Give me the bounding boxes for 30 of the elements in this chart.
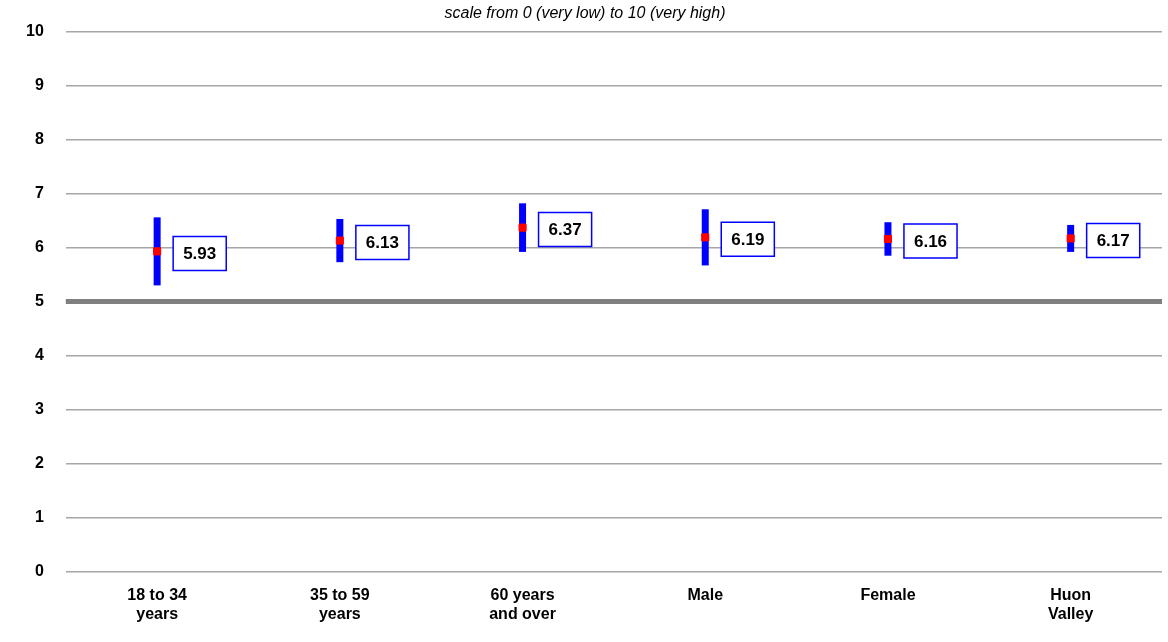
y-tick-label: 9 bbox=[34, 76, 44, 94]
data-label: 6.17 bbox=[1096, 231, 1130, 251]
y-tick-label: 2 bbox=[34, 454, 44, 472]
data-label: 6.16 bbox=[913, 231, 948, 251]
data-label: 6.13 bbox=[365, 233, 399, 253]
y-tick-label: 6 bbox=[34, 238, 44, 256]
x-tick-label: Huon Valley bbox=[1047, 585, 1094, 622]
x-tick-label: Female bbox=[860, 585, 916, 603]
x-tick-label: Male bbox=[687, 585, 724, 603]
point bbox=[335, 236, 344, 245]
chart-subtitle: scale from 0 (very low) to 10 (very high) bbox=[444, 4, 726, 22]
data-label: 6.19 bbox=[731, 230, 765, 250]
x-tick-label: 18 to 34 years bbox=[127, 585, 188, 622]
y-tick-label: 5 bbox=[34, 292, 44, 310]
y-tick-label: 1 bbox=[34, 508, 44, 526]
x-tick-label: 60 years and over bbox=[489, 585, 556, 622]
y-tick-label: 4 bbox=[34, 346, 44, 364]
point bbox=[1066, 234, 1075, 243]
y-tick-label: 10 bbox=[26, 22, 44, 40]
data-label: 5.93 bbox=[183, 244, 217, 264]
y-tick-label: 3 bbox=[34, 400, 44, 418]
y-tick-label: 7 bbox=[34, 184, 44, 202]
point bbox=[701, 233, 710, 242]
data-label: 6.37 bbox=[548, 220, 582, 240]
point bbox=[883, 234, 892, 243]
point bbox=[153, 247, 162, 256]
y-tick-label: 8 bbox=[34, 130, 44, 148]
x-tick-label: 35 to 59 years bbox=[310, 585, 370, 622]
y-tick-label: 0 bbox=[34, 562, 44, 580]
point bbox=[518, 223, 527, 232]
